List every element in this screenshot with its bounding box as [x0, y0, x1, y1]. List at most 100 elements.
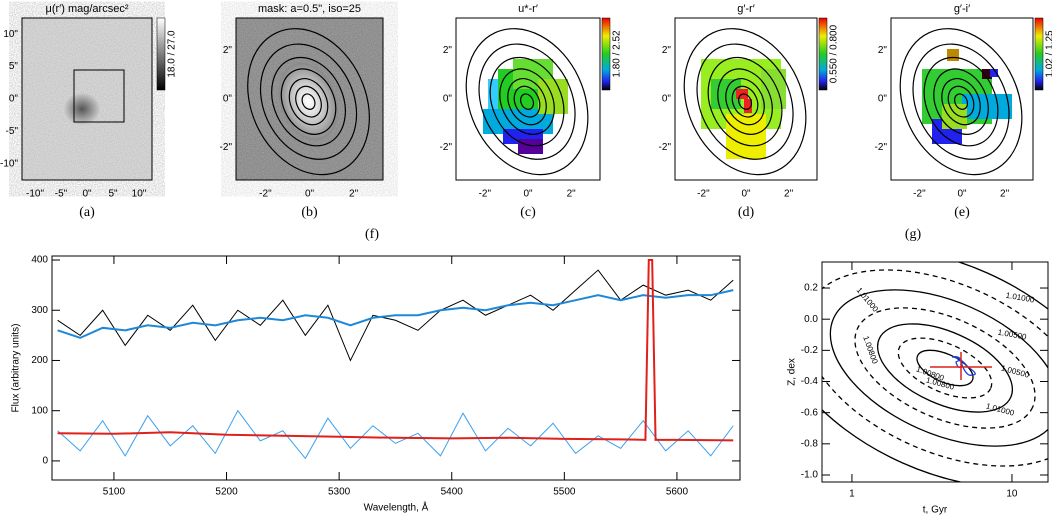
- panel-title: μ(r′) mag/arcsec²: [46, 3, 129, 15]
- contour-label: 1.00500: [1000, 364, 1031, 380]
- x-tick-label: 0": [741, 189, 751, 200]
- galaxy: [64, 93, 100, 125]
- colorbar-label: 1.80 / 2.52: [612, 30, 623, 78]
- x-tick-label: 5100: [103, 487, 126, 498]
- axes-frame: [51, 255, 741, 481]
- zoom-box: [73, 69, 125, 123]
- contour: [829, 289, 1048, 447]
- y-tick-label: -2": [875, 142, 888, 153]
- y-tick-label: 2": [223, 45, 233, 56]
- caption: (c): [520, 205, 536, 220]
- colorbar: [1034, 17, 1044, 91]
- isophote: [301, 93, 316, 110]
- contour: [822, 269, 1048, 467]
- isophote: [912, 43, 1010, 160]
- y-tick-label: 0": [878, 94, 888, 105]
- contour-label: 1.00500: [997, 328, 1028, 342]
- isophote: [683, 28, 807, 176]
- x-tick-label: 2": [349, 189, 359, 200]
- x-tick-label: 5": [108, 189, 118, 200]
- y-tick-label: 200: [31, 355, 48, 366]
- isophote: [941, 78, 981, 126]
- contour: [916, 349, 974, 387]
- x-tick-label: 0": [82, 189, 92, 200]
- colorbar: [156, 17, 166, 91]
- x-tick-label: 0": [957, 189, 967, 200]
- y-tick-label: 300: [31, 305, 48, 316]
- y-tick-label: 0: [42, 456, 48, 467]
- colorbar: [601, 17, 611, 91]
- panel-frame: [235, 17, 384, 181]
- isophote: [954, 93, 969, 110]
- y-tick-label: -2": [220, 142, 233, 153]
- caption: (b): [301, 205, 318, 220]
- x-tick-label: 5500: [553, 487, 576, 498]
- x-tick-label: 5400: [441, 487, 464, 498]
- x-tick-label: 2": [1000, 189, 1010, 200]
- x-tick-label: 10": [132, 189, 147, 200]
- isophote: [259, 43, 358, 160]
- isophote: [280, 68, 337, 135]
- x-tick-label: 0": [523, 189, 533, 200]
- y-tick-label: 5": [9, 61, 19, 72]
- x-axis-label: t, Gyr: [923, 505, 948, 516]
- panel-frame: [674, 17, 818, 181]
- contour-label: 1.01000: [1005, 291, 1036, 305]
- isophote: [288, 78, 329, 126]
- y-axis-label: Z, dex: [787, 358, 798, 386]
- x-tick-label: 0": [305, 189, 315, 200]
- y-tick-label: -0.4: [801, 376, 819, 387]
- x-tick-label: -2": [479, 189, 492, 200]
- x-tick-label: 5600: [666, 487, 689, 498]
- isophote: [725, 78, 765, 126]
- y-tick-label: 2": [662, 45, 672, 56]
- contour: [897, 337, 993, 399]
- contour: [822, 262, 1048, 482]
- colorbar: [818, 17, 828, 91]
- x-tick-label: -2": [697, 189, 710, 200]
- spectrum-line: [57, 409, 734, 460]
- plot-area: 1.010001.008001.008001.010001.005001.005…: [822, 262, 1048, 482]
- panel-title: g′-r′: [737, 3, 755, 15]
- y-tick-label: -2": [659, 142, 672, 153]
- isophote: [478, 43, 576, 160]
- y-tick-label: -10": [0, 158, 18, 169]
- x-tick-label: 5200: [215, 487, 238, 498]
- x-tick-label: -5": [55, 189, 68, 200]
- caption: (a): [79, 205, 95, 220]
- y-tick-label: 2": [443, 45, 453, 56]
- isophote: [499, 68, 555, 135]
- color-map: [726, 114, 766, 159]
- caption: (d): [738, 205, 755, 220]
- isophote: [707, 56, 783, 147]
- y-tick-label: 0": [662, 94, 672, 105]
- y-tick-label: 400: [31, 255, 48, 266]
- x-axis-label: Wavelength, Å: [364, 501, 429, 514]
- isophote: [247, 28, 370, 176]
- y-axis-label: Flux (arbitrary units): [11, 324, 22, 413]
- spectrum-line: [57, 259, 734, 442]
- panel-frame: [890, 17, 1034, 181]
- colorbar-label: 1.02 / 1.25: [1045, 30, 1052, 78]
- contour: [876, 323, 1014, 413]
- color-map: [947, 49, 959, 61]
- contour-label: 1.00800: [861, 335, 880, 366]
- colorbar-label: 18.0 / 27.0: [167, 30, 178, 78]
- isophote: [465, 28, 589, 176]
- isophote: [731, 85, 759, 118]
- panel-frame: [455, 17, 601, 181]
- y-tick-label: 0": [9, 94, 19, 105]
- isophote: [520, 93, 535, 110]
- y-tick-label: 0.2: [804, 283, 818, 294]
- isophote: [738, 93, 753, 110]
- isophote: [489, 56, 565, 147]
- x-tick-label: -2": [259, 189, 272, 200]
- isophote: [899, 28, 1023, 176]
- isophote: [513, 85, 541, 118]
- x-tick-label: 1: [849, 489, 855, 500]
- contour-label: 1.01000: [985, 402, 1016, 418]
- x-tick-label: 2": [567, 189, 577, 200]
- x-tick-label: -10": [26, 189, 44, 200]
- isophote: [271, 56, 346, 147]
